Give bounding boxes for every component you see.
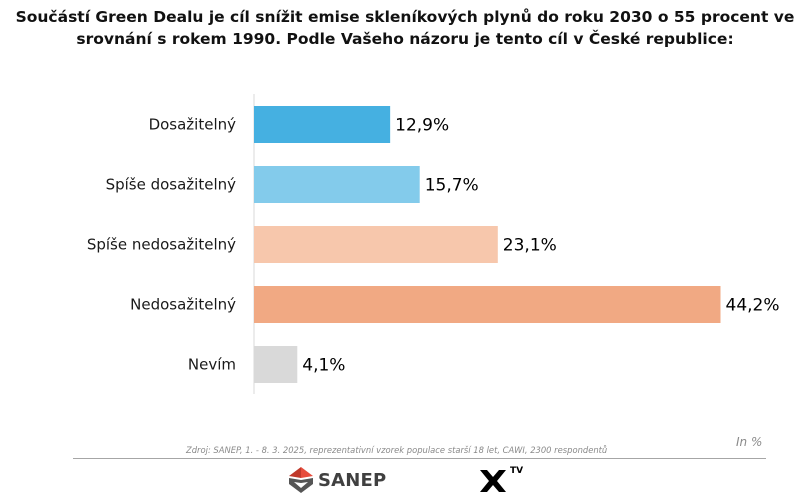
sanep-logo: SANEP — [286, 466, 386, 494]
bar-0 — [254, 106, 391, 143]
category-label-2: Spíše nedosažitelný — [87, 236, 236, 254]
bar-2 — [254, 226, 498, 263]
value-label-0: 12,9% — [395, 116, 449, 136]
bar-1 — [254, 166, 420, 203]
xtv-logo: TV — [478, 466, 526, 496]
footer-divider — [73, 458, 766, 459]
bar-4 — [254, 346, 298, 383]
source-note: Zdroj: SANEP, 1. - 8. 3. 2025, reprezent… — [186, 445, 608, 455]
unit-note: In % — [736, 435, 763, 449]
bar-3 — [254, 286, 721, 323]
sanep-logo-text: SANEP — [318, 469, 387, 491]
value-label-2: 23,1% — [503, 236, 557, 256]
value-label-3: 44,2% — [726, 296, 780, 316]
xtv-logo-text: TV — [510, 466, 524, 476]
category-label-3: Nedosažitelný — [130, 296, 236, 314]
value-label-1: 15,7% — [425, 176, 479, 196]
category-label-1: Spíše dosažitelný — [106, 176, 237, 194]
xtv-logo-icon — [480, 470, 506, 492]
value-label-4: 4,1% — [302, 356, 345, 376]
sanep-logo-icon — [289, 467, 313, 493]
category-label-4: Nevím — [188, 356, 236, 374]
bar-chart: Dosažitelný 12,9% Spíše dosažitelný 15,7% Sp… — [87, 94, 780, 394]
chart-title: Součástí Green Dealu je cíl snížit emise… — [15, 8, 795, 48]
category-label-0: Dosažitelný — [149, 116, 237, 134]
